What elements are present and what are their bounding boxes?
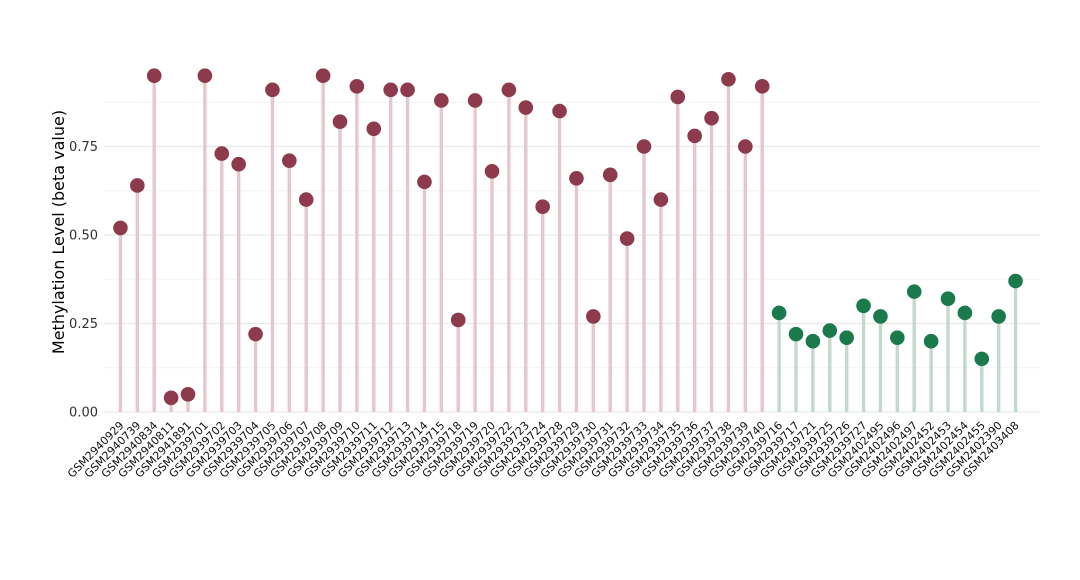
lollipop-dot bbox=[822, 323, 838, 338]
lollipop-dot bbox=[400, 82, 415, 98]
lollipop-dot bbox=[653, 192, 669, 207]
lollipop-dot bbox=[805, 333, 821, 349]
lollipop-dot bbox=[839, 330, 854, 345]
lollipop-dot bbox=[906, 284, 922, 299]
lollipop-dot bbox=[130, 178, 145, 193]
lollipop-dot bbox=[434, 93, 449, 108]
lollipop-dot bbox=[146, 68, 162, 83]
lollipop-dot bbox=[501, 82, 517, 98]
lollipop-dot bbox=[383, 82, 398, 98]
lollipop-dot bbox=[248, 326, 263, 342]
lollipop-dot bbox=[957, 305, 973, 321]
lollipop-dot bbox=[332, 114, 348, 130]
lollipop-dot bbox=[1008, 273, 1023, 289]
lollipop-dot bbox=[349, 79, 365, 94]
lollipop-dot bbox=[771, 305, 787, 321]
lollipop-dot bbox=[163, 390, 179, 406]
lollipop-dot bbox=[265, 82, 280, 98]
lollipop-dot bbox=[315, 68, 331, 83]
lollipop-dot bbox=[180, 387, 196, 402]
lollipop-dot bbox=[586, 309, 601, 324]
lollipop-dot bbox=[619, 231, 635, 246]
lollipop-dot bbox=[484, 163, 500, 179]
lollipop-dot bbox=[602, 167, 618, 183]
lollipop-dot bbox=[636, 139, 652, 154]
lollipop-dot bbox=[231, 156, 246, 172]
lollipop-dot bbox=[687, 128, 702, 144]
lollipop-dot bbox=[923, 333, 939, 349]
lollipop-dot bbox=[467, 93, 483, 108]
lollipop-dot bbox=[366, 121, 382, 137]
lollipop-dot bbox=[569, 171, 584, 186]
lollipop-dot bbox=[214, 146, 230, 161]
lollipop-dot bbox=[552, 103, 567, 119]
lollipop-dot bbox=[670, 89, 686, 105]
lollipop-dot bbox=[704, 110, 719, 126]
lollipop-dot bbox=[417, 174, 432, 190]
lollipop-dot bbox=[113, 220, 128, 236]
lollipop-dot bbox=[754, 79, 770, 94]
y-tick-label: 0.25 bbox=[69, 317, 98, 332]
lollipop-dot bbox=[450, 312, 466, 328]
y-tick-label: 0.75 bbox=[69, 140, 98, 155]
lollipop-dot bbox=[721, 71, 736, 87]
lollipop-dot bbox=[873, 309, 888, 324]
lollipop-dot bbox=[940, 291, 956, 307]
lollipop-dot bbox=[788, 326, 804, 342]
lollipop-dot bbox=[298, 192, 314, 207]
lollipop-dot bbox=[974, 351, 990, 367]
lollipop-dot bbox=[890, 330, 905, 345]
lollipop-dot bbox=[518, 100, 534, 115]
y-tick-label: 0.50 bbox=[69, 229, 98, 244]
y-tick-label: 0.00 bbox=[69, 406, 98, 421]
lollipop-dot bbox=[856, 298, 871, 314]
lollipop-dot bbox=[282, 153, 297, 168]
lollipop-dot bbox=[991, 309, 1006, 324]
y-axis-title: Methylation Level (beta value) bbox=[49, 110, 68, 354]
lollipop-dot bbox=[197, 68, 213, 83]
lollipop-dot bbox=[738, 139, 753, 154]
lollipop-dot bbox=[535, 199, 550, 214]
